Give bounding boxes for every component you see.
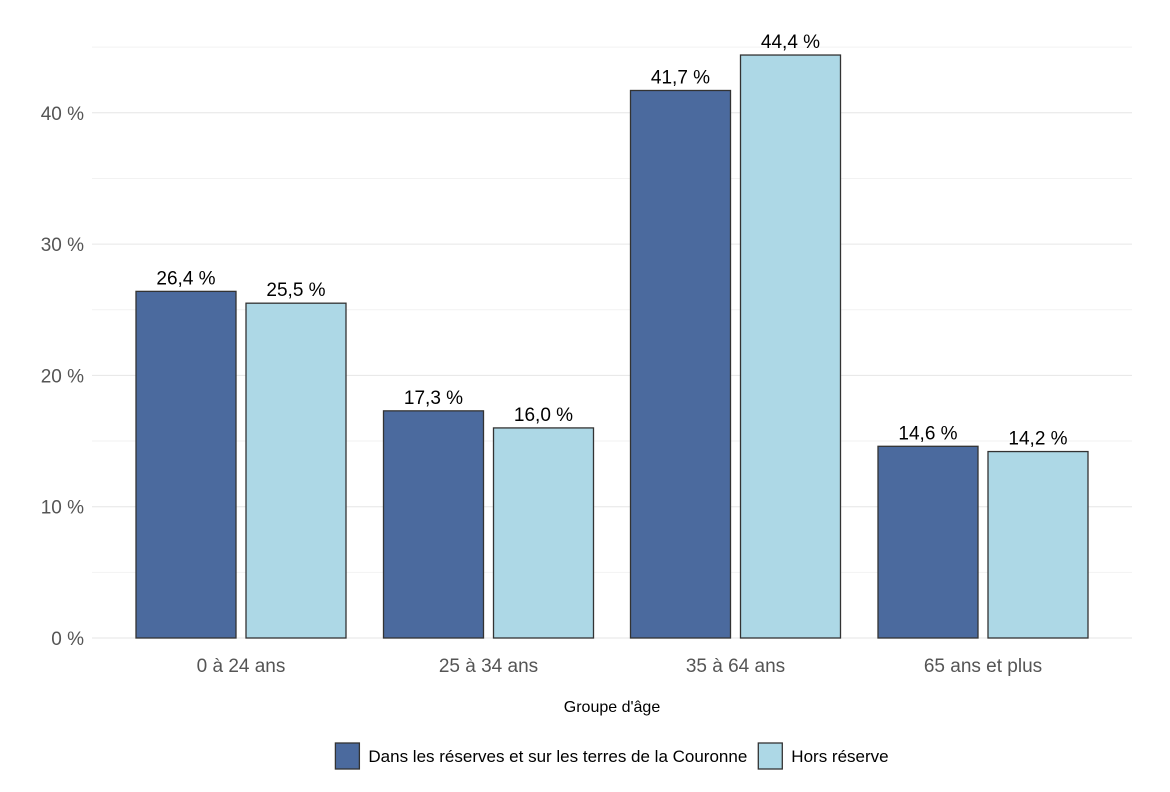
bars <box>135 54 1089 639</box>
bar-65-ans-et-plus-series-1 <box>877 445 979 639</box>
y-axis-ticks: 0 % 10 % 20 % 30 % 40 % <box>41 104 84 650</box>
bar-35-a-64-ans-series-1 <box>629 89 732 639</box>
data-label: 14,2 % <box>1008 429 1067 450</box>
bar-35-a-64-ans-series-2 <box>739 54 842 639</box>
x-tick-label: 65 ans et plus <box>924 656 1042 677</box>
data-label: 25,5 % <box>266 280 325 301</box>
x-tick-label: 35 à 64 ans <box>686 656 785 677</box>
bar-65-ans-et-plus-series-2 <box>987 450 1089 639</box>
x-axis-ticks: 0 à 24 ans 25 à 34 ans 35 à 64 ans 65 ans e… <box>197 656 1043 677</box>
legend-label: Hors réserve <box>791 747 888 766</box>
x-axis-title: Groupe d'âge <box>564 699 661 716</box>
x-tick-label: 25 à 34 ans <box>439 656 538 677</box>
legend-item-dans-les-reserves-et-sur-les-terres-de-la-couronne: Dans les réserves et sur les terres de l… <box>334 742 747 770</box>
legend-item-hors-reserve: Hors réserve <box>757 742 889 770</box>
data-label: 44,4 % <box>761 32 820 53</box>
data-label: 26,4 % <box>156 268 215 289</box>
bar-25-a-34-ans-series-2 <box>492 427 595 639</box>
y-tick-label: 40 % <box>41 104 84 125</box>
legend-label: Dans les réserves et sur les terres de l… <box>368 747 747 766</box>
bar-0-a-24-ans-series-2 <box>245 302 347 639</box>
legend-swatch <box>334 742 361 770</box>
legend: Dans les réserves et sur les terres de l… <box>334 742 889 770</box>
bar-0-a-24-ans-series-1 <box>135 290 237 639</box>
bar-25-a-34-ans-series-1 <box>382 410 485 639</box>
y-tick-label: 10 % <box>41 498 84 519</box>
data-label: 16,0 % <box>514 405 573 426</box>
y-tick-label: 0 % <box>51 629 84 650</box>
x-tick-label: 0 à 24 ans <box>197 656 286 677</box>
data-labels: 26,4 % 25,5 % 17,3 % 16,0 % 41,7 % 44,4 % 14,6… <box>156 32 1067 450</box>
y-tick-label: 30 % <box>41 235 84 256</box>
y-tick-label: 20 % <box>41 366 84 387</box>
data-label: 41,7 % <box>651 67 710 88</box>
data-label: 17,3 % <box>404 388 463 409</box>
data-label: 14,6 % <box>898 423 957 444</box>
legend-swatch <box>757 742 783 770</box>
